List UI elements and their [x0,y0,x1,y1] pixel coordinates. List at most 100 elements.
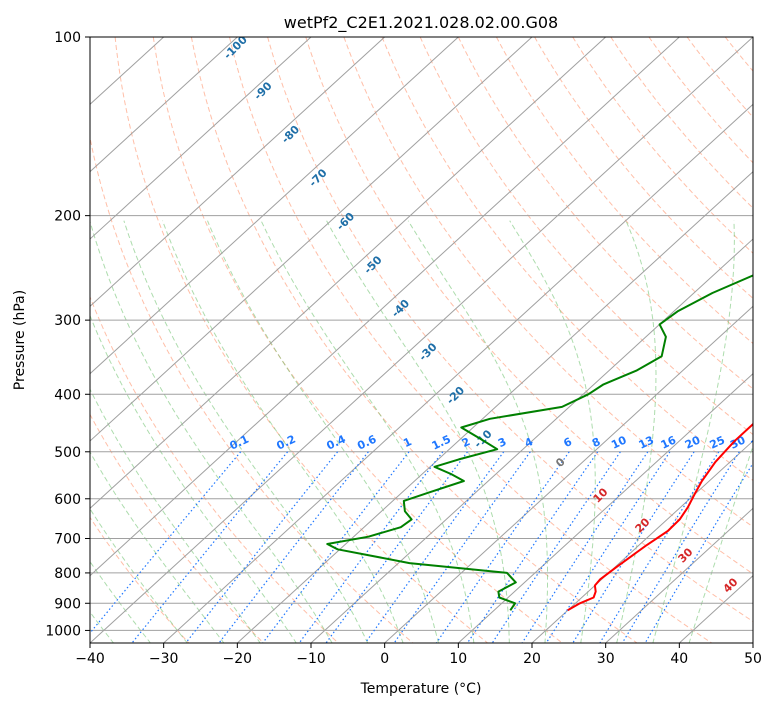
y-tick-label: 400 [54,387,81,403]
moist-adiabat [652,220,735,643]
dry-adiabat-label: -60 [334,210,357,233]
dry-adiabat [114,37,488,643]
mixing-ratio-label: 36 [749,433,769,451]
isotherm [236,170,753,643]
mixing-ratio-label: 25 [708,434,727,452]
dry-adiabat [457,37,753,390]
isotherm [457,372,753,643]
moist-adiabat [326,220,510,643]
isotherm [90,37,386,308]
moist-adiabat [509,220,596,643]
mixing-ratio-label: 6 [562,435,575,450]
isotherm [531,440,753,643]
isotherm [752,642,753,643]
moist-adiabat [90,220,333,643]
isotherm [90,37,238,173]
isotherm [90,37,753,643]
mixing-ratio-line [218,451,369,643]
mixing-ratio-line [325,451,468,643]
dry-adiabat [572,37,753,254]
mixing-ratio-label: 10 [609,433,629,451]
y-tick-label: 600 [54,492,81,508]
mixing-ratio-label: 30 [728,433,748,451]
y-tick-label: 200 [54,209,81,225]
moist-adiabat [90,507,188,643]
isotherm [384,305,753,643]
x-tick-label: 50 [744,651,762,667]
y-tick-label: 700 [54,532,81,548]
isotherm [90,37,312,240]
dry-adiabat [534,37,753,300]
dry-adiabat [267,37,753,623]
moist-adiabat [688,444,753,643]
y-tick-label: 500 [54,445,81,461]
x-axis-label: Temperature (°C) [360,681,482,697]
chart-title: wetPf2_C2E1.2021.028.02.00.G08 [284,13,558,33]
dry-adiabat [686,37,753,118]
mixing-ratio-line [545,451,671,643]
isotherm [163,103,753,643]
axes: −40 −30 −20 −10 0 10 20 30 40 5010020030040050060… [45,30,762,667]
y-tick-label: 800 [54,566,81,582]
isotherm [605,507,753,643]
moist-adiabat [616,220,657,643]
mixing-ratio-line [435,451,570,643]
dewpoint-profile [326,274,753,611]
mixing-ratio-line [393,451,531,643]
dry-adiabat-label: -10 [471,427,494,450]
dry-adiabat-label: -90 [251,79,274,102]
dry-adiabat [229,37,712,643]
isotherm [90,37,533,442]
x-tick-label: 0 [380,651,389,667]
moist-adiabat [207,220,439,643]
mixing-ratio-line [185,451,339,643]
y-axis-label: Pressure (hPa) [12,290,28,390]
dry-adiabat-label: -80 [279,123,302,146]
moist-adiabat [260,220,475,643]
dry-adiabat [90,413,264,643]
moist-adiabat [407,220,548,643]
y-tick-label: 300 [54,313,81,329]
moist-adiabat-label: 20 [633,515,653,535]
x-tick-label: 30 [597,651,615,667]
mixing-ratio-label: 1 [401,435,413,450]
mixing-ratio-line [521,451,649,643]
y-tick-label: 900 [54,596,81,612]
mixing-ratio-label: 0.4 [325,432,348,452]
moist-adiabat [90,314,297,643]
isotherm [90,37,680,577]
mixing-ratio-label: 0.1 [228,433,251,453]
isotherm [90,37,459,375]
mixing-ratio-label: 20 [683,433,703,451]
mixing-ratio-line [466,451,599,643]
mixing-ratio-line [491,451,621,643]
dry-adiabat [381,37,753,482]
x-tick-label: −10 [296,651,326,667]
dry-adiabat-label: -40 [389,297,412,320]
dry-adiabat-label: -20 [444,384,467,407]
dry-adiabat [190,37,638,643]
dry-adiabat [724,37,753,72]
x-tick-label: 40 [670,651,688,667]
mixing-ratio-line [572,451,695,643]
mixing-ratio-label: 8 [590,435,602,450]
moist-adiabat [162,220,404,643]
moist-adiabat-label: 0 [553,455,568,470]
y-tick-label: 1000 [45,623,81,639]
temperature-profile [567,422,753,612]
plot-frame [89,36,754,644]
dry-adiabat [648,37,753,164]
isotherm [90,37,607,510]
x-tick-label: −20 [223,651,253,667]
x-tick-label: 10 [449,651,467,667]
isotherm [310,238,753,643]
mixing-ratio-label: 0.2 [275,433,298,453]
mixing-ratio-label: 13 [637,434,656,452]
mixing-ratio-line [131,451,289,643]
x-tick-label: −40 [75,651,105,667]
mixing-ratio-label: 3 [496,435,508,450]
y-tick-label: 100 [54,30,81,46]
dry-adiabat [763,37,775,643]
mixing-ratio-line [644,462,753,643]
